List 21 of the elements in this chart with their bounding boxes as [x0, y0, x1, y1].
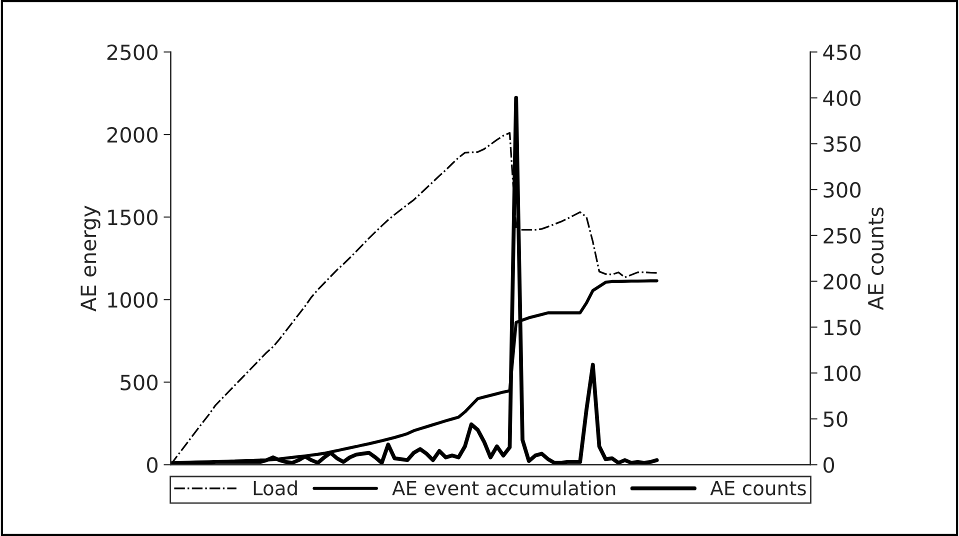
y-tick-label: 500	[120, 374, 158, 390]
y2-tick-label: 300	[824, 182, 861, 198]
y2-tick-label: 400	[823, 90, 861, 106]
y-tick-label: 2000	[107, 126, 158, 143]
y2-tick-label: 350	[824, 136, 861, 152]
y2-tick-label: 150	[824, 320, 861, 336]
legend-label: AE counts	[710, 480, 806, 496]
y-axis-title: AE energy	[80, 206, 100, 312]
y-tick-label: 1500	[108, 210, 158, 226]
y2-tick-label: 100	[824, 365, 861, 382]
y-tick-label: 1000	[108, 292, 158, 308]
y2-tick-label: 250	[824, 228, 861, 244]
legend-label: AE event accumulation	[392, 480, 616, 496]
y2-tick-label: 0	[824, 457, 834, 473]
y-tick-label: 0	[147, 457, 158, 473]
y-tick-label: 2500	[107, 44, 158, 60]
y2-tick-label: 200	[824, 274, 861, 290]
legend-label: Load	[254, 480, 297, 496]
y2-axis-title: AE counts	[868, 208, 884, 310]
y2-tick-label: 450	[823, 44, 861, 60]
y2-tick-label: 50	[824, 411, 848, 428]
